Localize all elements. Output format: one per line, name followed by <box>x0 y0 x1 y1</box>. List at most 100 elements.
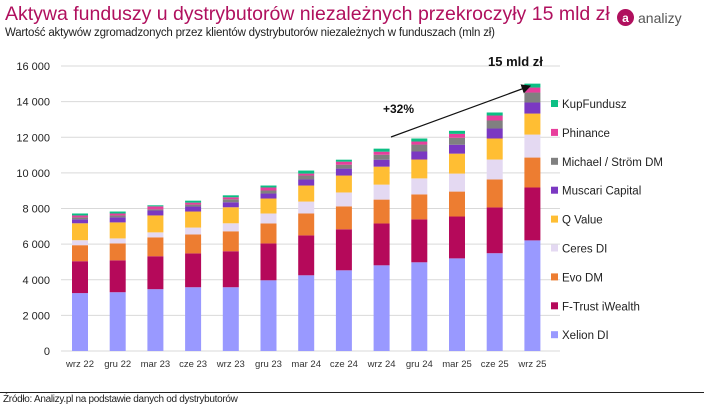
x-tick-label: wrz 23 <box>216 359 245 370</box>
bar-segment <box>298 185 315 202</box>
bar-segment <box>147 205 164 207</box>
legend-swatch <box>551 186 558 194</box>
bar-segment <box>185 253 202 288</box>
bar-segment <box>260 185 277 188</box>
bar-segment <box>72 215 88 218</box>
bar-segment <box>260 193 277 199</box>
bar-segment <box>524 83 541 88</box>
bar-segment <box>373 154 390 160</box>
bar-segment <box>147 215 164 233</box>
bar-segment <box>335 206 352 230</box>
bar-segment <box>260 213 277 224</box>
logo-text: analizy <box>638 9 682 26</box>
bar-segment <box>72 213 88 216</box>
bar-segment <box>72 217 88 220</box>
y-tick-label: 4 000 <box>22 275 50 287</box>
bar-segment <box>72 223 88 241</box>
bar-segment <box>335 159 352 162</box>
bar-segment <box>109 215 126 218</box>
bar-segment <box>109 292 126 351</box>
bar-segment <box>298 170 315 174</box>
bar-segment <box>147 289 164 351</box>
bar-segment <box>411 144 428 152</box>
chart-subtitle: Wartość aktywów zgromadzonych przez klie… <box>5 27 495 39</box>
legend-label: Xelion DI <box>562 330 609 342</box>
bar-segment <box>298 275 315 351</box>
bar-segment <box>260 243 277 281</box>
bar-segment <box>109 222 126 239</box>
y-tick-label: 6 000 <box>22 239 50 251</box>
bar-segment <box>147 237 164 257</box>
bar-segment <box>449 144 465 154</box>
bar-segment <box>486 179 503 208</box>
bar-segment <box>373 166 390 185</box>
stacked-bar-chart: 0 2 000 4 000 6 000 8 000 10 000 12 000 14 000 1… <box>16 54 663 370</box>
bar-segment <box>72 245 88 262</box>
bar-segment <box>298 201 315 214</box>
legend-label: Q Value <box>562 215 603 227</box>
bar-segment <box>260 223 277 244</box>
bar-segment <box>147 209 164 211</box>
bar-segment <box>373 223 390 266</box>
bar-segment <box>335 270 352 351</box>
bar-segment <box>185 287 202 351</box>
x-tick-label: gru 22 <box>104 359 131 370</box>
legend-swatch <box>551 100 558 107</box>
bar-segment <box>298 213 315 236</box>
x-tick-label: cze 25 <box>481 359 509 370</box>
bar-segment <box>524 102 541 114</box>
bar-segment <box>486 112 503 116</box>
bar-segment <box>222 223 239 232</box>
bar-segment <box>524 240 541 351</box>
bar-segment <box>185 204 202 207</box>
bar-segment <box>373 184 390 200</box>
bar-segment <box>185 200 202 203</box>
growth-label: +32% <box>383 102 414 116</box>
x-tick-label: wrz 24 <box>367 359 396 370</box>
legend-swatch <box>551 244 558 252</box>
bar-segment <box>298 175 315 180</box>
bar-segment <box>486 159 503 180</box>
bar-segment <box>222 197 239 200</box>
bar-segment <box>147 232 164 238</box>
bar-segment <box>335 164 352 169</box>
bar-segment <box>373 199 390 224</box>
bar-segment <box>373 265 390 351</box>
x-tick-label: wrz 25 <box>517 359 546 370</box>
bar-segment <box>72 219 88 224</box>
bar-segment <box>222 231 239 252</box>
bar-segment <box>373 148 390 152</box>
legend-label: KupFundusz <box>562 99 627 111</box>
bar-segment <box>524 92 541 103</box>
bar-segment <box>449 130 465 134</box>
bar-segment <box>524 113 541 135</box>
bar-segment <box>298 179 315 186</box>
bar-segment <box>335 192 352 207</box>
bar-segment <box>222 199 239 203</box>
bar-segment <box>260 190 277 194</box>
bar-segment <box>72 261 88 294</box>
y-tick-label: 14 000 <box>16 97 50 109</box>
bar-segment <box>449 173 465 192</box>
bar-segment <box>222 207 239 224</box>
y-tick-label: 16 000 <box>16 61 50 73</box>
bar-segment <box>147 210 164 216</box>
x-tick-label: gru 23 <box>255 359 282 370</box>
bar-segment <box>185 202 202 205</box>
bar-segment <box>222 195 239 198</box>
growth-arrow <box>390 84 532 138</box>
y-tick-label: 0 <box>44 346 50 358</box>
bar-segment <box>109 238 126 244</box>
bar-segment <box>72 293 88 351</box>
x-tick-label: gru 24 <box>406 359 433 370</box>
analizy-logo: a analizy <box>617 9 682 26</box>
bar-segment <box>411 178 428 195</box>
bar-segment <box>109 260 126 293</box>
legend-swatch <box>551 215 558 223</box>
bar-segment <box>373 151 390 155</box>
legend-label: Muscari Capital <box>562 186 641 198</box>
x-tick-label: cze 24 <box>330 359 358 370</box>
legend-swatch <box>551 302 558 310</box>
bar-segment <box>449 133 465 138</box>
bar-segment <box>486 253 503 351</box>
